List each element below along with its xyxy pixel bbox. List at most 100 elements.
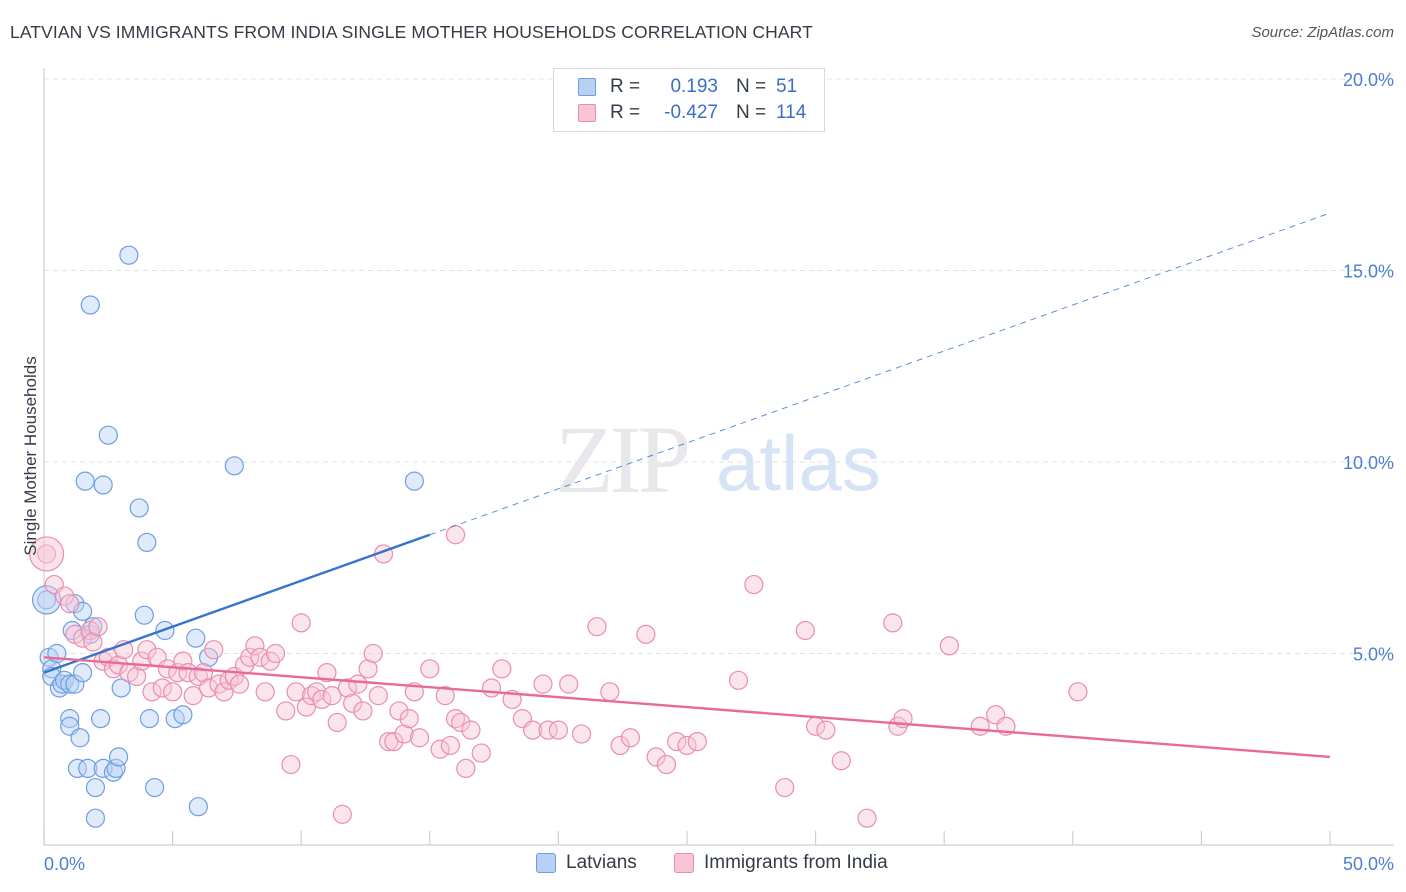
legend-n-value: 51 [776,76,798,97]
stats-legend: R = 0.193 N = 51 R = -0.427 N = 114 [553,68,825,132]
point-india [152,678,172,698]
legend-item-latvians[interactable]: Latvians [536,852,637,874]
point-india [389,701,409,721]
point-india [368,686,388,706]
legend-row-india: R = -0.427 N = 114 [578,101,806,125]
point-india [394,724,414,744]
point-india [533,674,553,694]
point-india [409,728,430,748]
point-india [358,659,378,679]
point-india [229,674,250,694]
point-india [301,686,322,706]
point-india [103,659,124,679]
point-india [445,525,466,545]
legend-label-india: Immigrants from India [704,852,888,873]
point-latvians [404,471,424,491]
point-latvians [134,605,154,625]
point-india [337,678,358,698]
point-india [456,758,476,779]
point-india [250,647,270,667]
point-india [656,754,677,775]
point-india [461,720,481,740]
point-latvians [80,295,100,315]
point-latvians [139,709,160,729]
point-india [317,663,337,683]
watermark-zip: ZIP [555,406,688,513]
point-india [183,686,203,706]
point-india [255,682,275,702]
point-india [548,720,569,740]
x-tick-label-min: 0.0% [44,854,85,874]
point-india [492,659,512,679]
point-latvians [119,245,139,265]
point-india [83,632,103,652]
point-india [667,731,687,752]
legend-item-india[interactable]: Immigrants from India [674,852,888,874]
point-india [28,536,65,572]
point-india [471,743,491,763]
point-latvians [67,758,88,779]
point-latvians [106,758,126,779]
point-india [322,686,342,706]
point-india [126,666,147,687]
point-india [816,720,836,740]
point-india [137,640,157,660]
point-india [795,620,815,641]
point-india [440,735,460,756]
grid-lines [44,78,1394,654]
point-latvians [75,471,95,491]
point-india [481,678,502,698]
y-tick-labels: 5.0% 10.0% 15.0% 20.0% [1343,70,1394,665]
point-latvians [70,728,90,748]
legend-n-label: N = [736,102,767,123]
point-india [343,693,363,713]
point-latvians [111,678,131,698]
point-india [857,808,877,828]
point-india [281,754,301,775]
point-latvians [188,797,208,817]
point-india [163,682,183,702]
axes [43,68,1394,846]
point-india [245,636,265,656]
point-india [831,751,851,771]
point-india [276,701,296,721]
point-india [451,712,471,733]
y-tick-label: 5.0% [1353,645,1394,665]
point-latvians [137,532,157,553]
point-india [430,739,450,759]
point-india [883,613,903,633]
legend-swatch-blue [578,78,596,96]
point-india [240,647,260,667]
point-latvians [72,663,93,683]
legend-r-value: -0.427 [664,102,718,123]
watermark-atlas: atlas [716,419,881,507]
series-immigrants-from-india [28,525,1088,828]
point-latvians [60,674,80,694]
point-latvians [85,808,106,828]
point-india [291,613,311,633]
point-india [88,617,108,637]
point-india [399,709,419,729]
series-latvians [31,245,424,828]
trend-lines [43,212,1331,759]
point-india [636,624,656,644]
point-latvians [224,456,244,476]
point-india [744,574,764,595]
point-india [600,682,620,702]
point-latvians [108,747,129,767]
point-latvians [65,674,85,694]
trend-line-latvians [43,533,431,674]
chart-source: Source: ZipAtlas.com [1251,24,1394,41]
point-india [646,747,666,767]
point-india [523,720,543,740]
point-india [60,594,80,614]
point-india [677,735,697,756]
point-india [620,728,641,748]
chart-title: LATVIAN VS IMMIGRANTS FROM INDIA SINGLE … [10,22,813,42]
legend-row-latvians: R = 0.193 N = 51 [578,75,797,99]
y-tick-label: 10.0% [1343,453,1394,473]
point-latvians [173,705,193,725]
point-latvians [60,709,80,729]
point-india [687,731,707,752]
